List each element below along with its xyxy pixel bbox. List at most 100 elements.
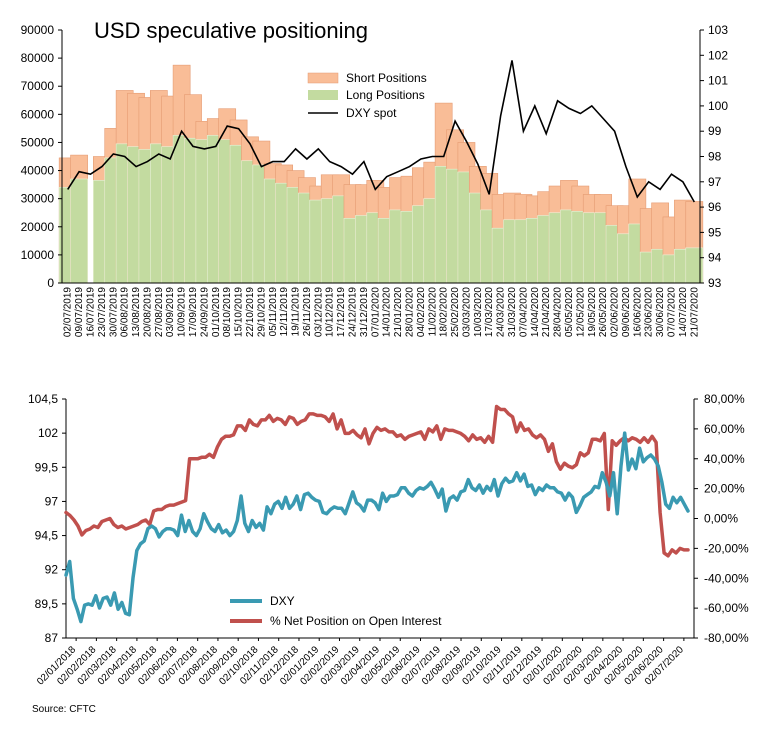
bottom-right-tick-label: -40,00% xyxy=(704,571,749,585)
top-right-tick-label: 99 xyxy=(708,124,722,138)
bottom-left-tick-label: 102 xyxy=(38,426,58,440)
bottom-right-tick-label: 80,00% xyxy=(704,392,745,406)
top-right-tick-label: 98 xyxy=(708,150,722,164)
top-x-tick-label: 25/02/2020 xyxy=(450,287,461,337)
top-x-tick-label: 05/11/2019 xyxy=(268,287,279,337)
top-x-tick-label: 11/02/2020 xyxy=(427,287,438,337)
top-x-tick-label: 26/05/2020 xyxy=(598,287,609,337)
top-x-tick-label: 10/03/2020 xyxy=(473,287,484,337)
top-x-tick-label: 02/07/2019 xyxy=(63,287,74,337)
top-x-tick-label: 29/10/2019 xyxy=(256,287,267,337)
dxy-line xyxy=(64,431,690,624)
top-x-tick-label: 24/03/2020 xyxy=(496,287,507,337)
bottom-left-tick-label: 104,5 xyxy=(28,392,58,406)
top-x-tick-label: 20/08/2019 xyxy=(142,287,153,337)
top-left-tick-label: 80000 xyxy=(21,51,55,65)
legend-label-long: Long Positions xyxy=(346,88,425,102)
top-right-tick-label: 102 xyxy=(708,48,728,62)
top-chart-right-ticks: 93 94 95 96 97 98 99 100 101 102 103 xyxy=(700,23,728,290)
bottom-chart-x-ticks: 02/01/201802/02/201802/03/201802/04/2018… xyxy=(35,638,686,688)
top-right-tick-label: 94 xyxy=(708,251,722,265)
bottom-chart-legend: DXY % Net Position on Open Interest xyxy=(230,594,442,628)
bottom-left-tick-label: 92 xyxy=(45,563,59,577)
top-right-tick-label: 97 xyxy=(708,175,722,189)
top-x-tick-label: 07/07/2020 xyxy=(667,287,678,337)
top-x-tick-label: 15/10/2019 xyxy=(234,287,245,337)
top-x-tick-label: 31/03/2020 xyxy=(507,287,518,337)
top-x-tick-label: 17/03/2020 xyxy=(484,287,495,337)
top-left-tick-label: 60000 xyxy=(21,107,55,121)
legend-label-short: Short Positions xyxy=(346,71,427,85)
top-chart-x-ticks: 02/07/2019 09/07/2019 16/07/2019 23/07/2019… xyxy=(63,287,701,337)
top-x-tick-label: 03/03/2020 xyxy=(461,287,472,337)
bottom-right-tick-label: 60,00% xyxy=(704,422,745,436)
top-left-tick-label: 20000 xyxy=(21,220,55,234)
top-left-tick-label: 90000 xyxy=(21,23,55,37)
top-right-tick-label: 103 xyxy=(708,23,728,37)
top-x-tick-label: 19/11/2019 xyxy=(291,287,302,337)
top-x-tick-label: 04/02/2020 xyxy=(416,287,427,337)
bottom-chart-lines xyxy=(64,404,690,624)
top-x-tick-label: 08/10/2019 xyxy=(222,287,233,337)
top-x-tick-label: 23/06/2020 xyxy=(644,287,655,337)
net-position-line xyxy=(64,404,690,558)
top-x-tick-label: 18/02/2020 xyxy=(439,287,450,337)
legend-label-dxy: DXY xyxy=(270,594,295,608)
top-left-tick-label: 30000 xyxy=(21,192,55,206)
top-x-tick-label: 03/09/2019 xyxy=(165,287,176,337)
top-left-tick-label: 50000 xyxy=(21,135,55,149)
top-right-tick-label: 101 xyxy=(708,74,728,88)
top-left-tick-label: 70000 xyxy=(21,79,55,93)
top-x-tick-label: 01/10/2019 xyxy=(211,287,222,337)
top-x-tick-label: 14/01/2020 xyxy=(382,287,393,337)
top-x-tick-label: 12/05/2020 xyxy=(575,287,586,337)
top-x-tick-label: 30/06/2020 xyxy=(655,287,666,337)
top-x-tick-label: 10/12/2019 xyxy=(325,287,336,337)
bottom-left-tick-label: 94,5 xyxy=(35,529,59,543)
top-x-tick-label: 14/07/2020 xyxy=(678,287,689,337)
top-x-tick-label: 24/12/2019 xyxy=(348,287,359,337)
bottom-chart-left-ticks: 87 89,5 92 94,5 97 99,5 102 104,5 xyxy=(28,392,66,645)
top-chart-legend: Short Positions Long Positions DXY spot xyxy=(307,71,427,120)
bottom-right-tick-label: -80,00% xyxy=(704,631,749,645)
top-x-tick-label: 28/01/2020 xyxy=(404,287,415,337)
top-x-tick-label: 05/05/2020 xyxy=(564,287,575,337)
top-x-tick-label: 24/09/2019 xyxy=(199,287,210,337)
legend-swatch-short xyxy=(307,72,339,84)
top-x-tick-label: 23/07/2019 xyxy=(97,287,108,337)
legend-swatch-long xyxy=(308,90,338,100)
top-chart-title: USD speculative positioning xyxy=(94,18,368,43)
top-x-tick-label: 16/07/2019 xyxy=(85,287,96,337)
top-x-tick-label: 28/04/2020 xyxy=(553,287,564,337)
top-x-tick-label: 30/07/2019 xyxy=(108,287,119,337)
bottom-chart-axes xyxy=(65,399,695,639)
source-note: Source: CFTC xyxy=(32,704,96,715)
bottom-left-tick-label: 89,5 xyxy=(35,597,59,611)
top-left-tick-label: 10000 xyxy=(21,248,55,262)
top-x-tick-label: 19/05/2020 xyxy=(587,287,598,337)
bottom-left-tick-label: 97 xyxy=(45,494,59,508)
top-x-tick-label: 21/04/2020 xyxy=(541,287,552,337)
top-x-tick-label: 07/01/2020 xyxy=(370,287,381,337)
top-right-tick-label: 100 xyxy=(708,99,728,113)
top-x-tick-label: 03/12/2019 xyxy=(313,287,324,337)
top-left-tick-label: 0 xyxy=(47,276,54,290)
bottom-left-tick-label: 99,5 xyxy=(35,460,59,474)
top-x-tick-label: 27/08/2019 xyxy=(154,287,165,337)
top-x-tick-label: 02/06/2020 xyxy=(610,287,621,337)
bottom-right-tick-label: -20,00% xyxy=(704,541,749,555)
top-x-tick-label: 09/07/2019 xyxy=(74,287,85,337)
bottom-right-tick-label: -60,00% xyxy=(704,601,749,615)
top-x-tick-label: 13/08/2019 xyxy=(131,287,142,337)
top-x-tick-label: 09/06/2020 xyxy=(621,287,632,337)
top-x-tick-label: 17/12/2019 xyxy=(336,287,347,337)
top-x-tick-label: 07/04/2020 xyxy=(518,287,529,337)
top-x-tick-label: 26/11/2019 xyxy=(302,287,313,337)
bottom-left-tick-label: 87 xyxy=(45,631,59,645)
bottom-right-tick-label: 40,00% xyxy=(704,452,745,466)
top-x-tick-label: 16/06/2020 xyxy=(632,287,643,337)
top-right-tick-label: 96 xyxy=(708,200,722,214)
legend-label-dxy-spot: DXY spot xyxy=(346,106,397,120)
top-x-tick-label: 21/07/2020 xyxy=(689,287,700,337)
